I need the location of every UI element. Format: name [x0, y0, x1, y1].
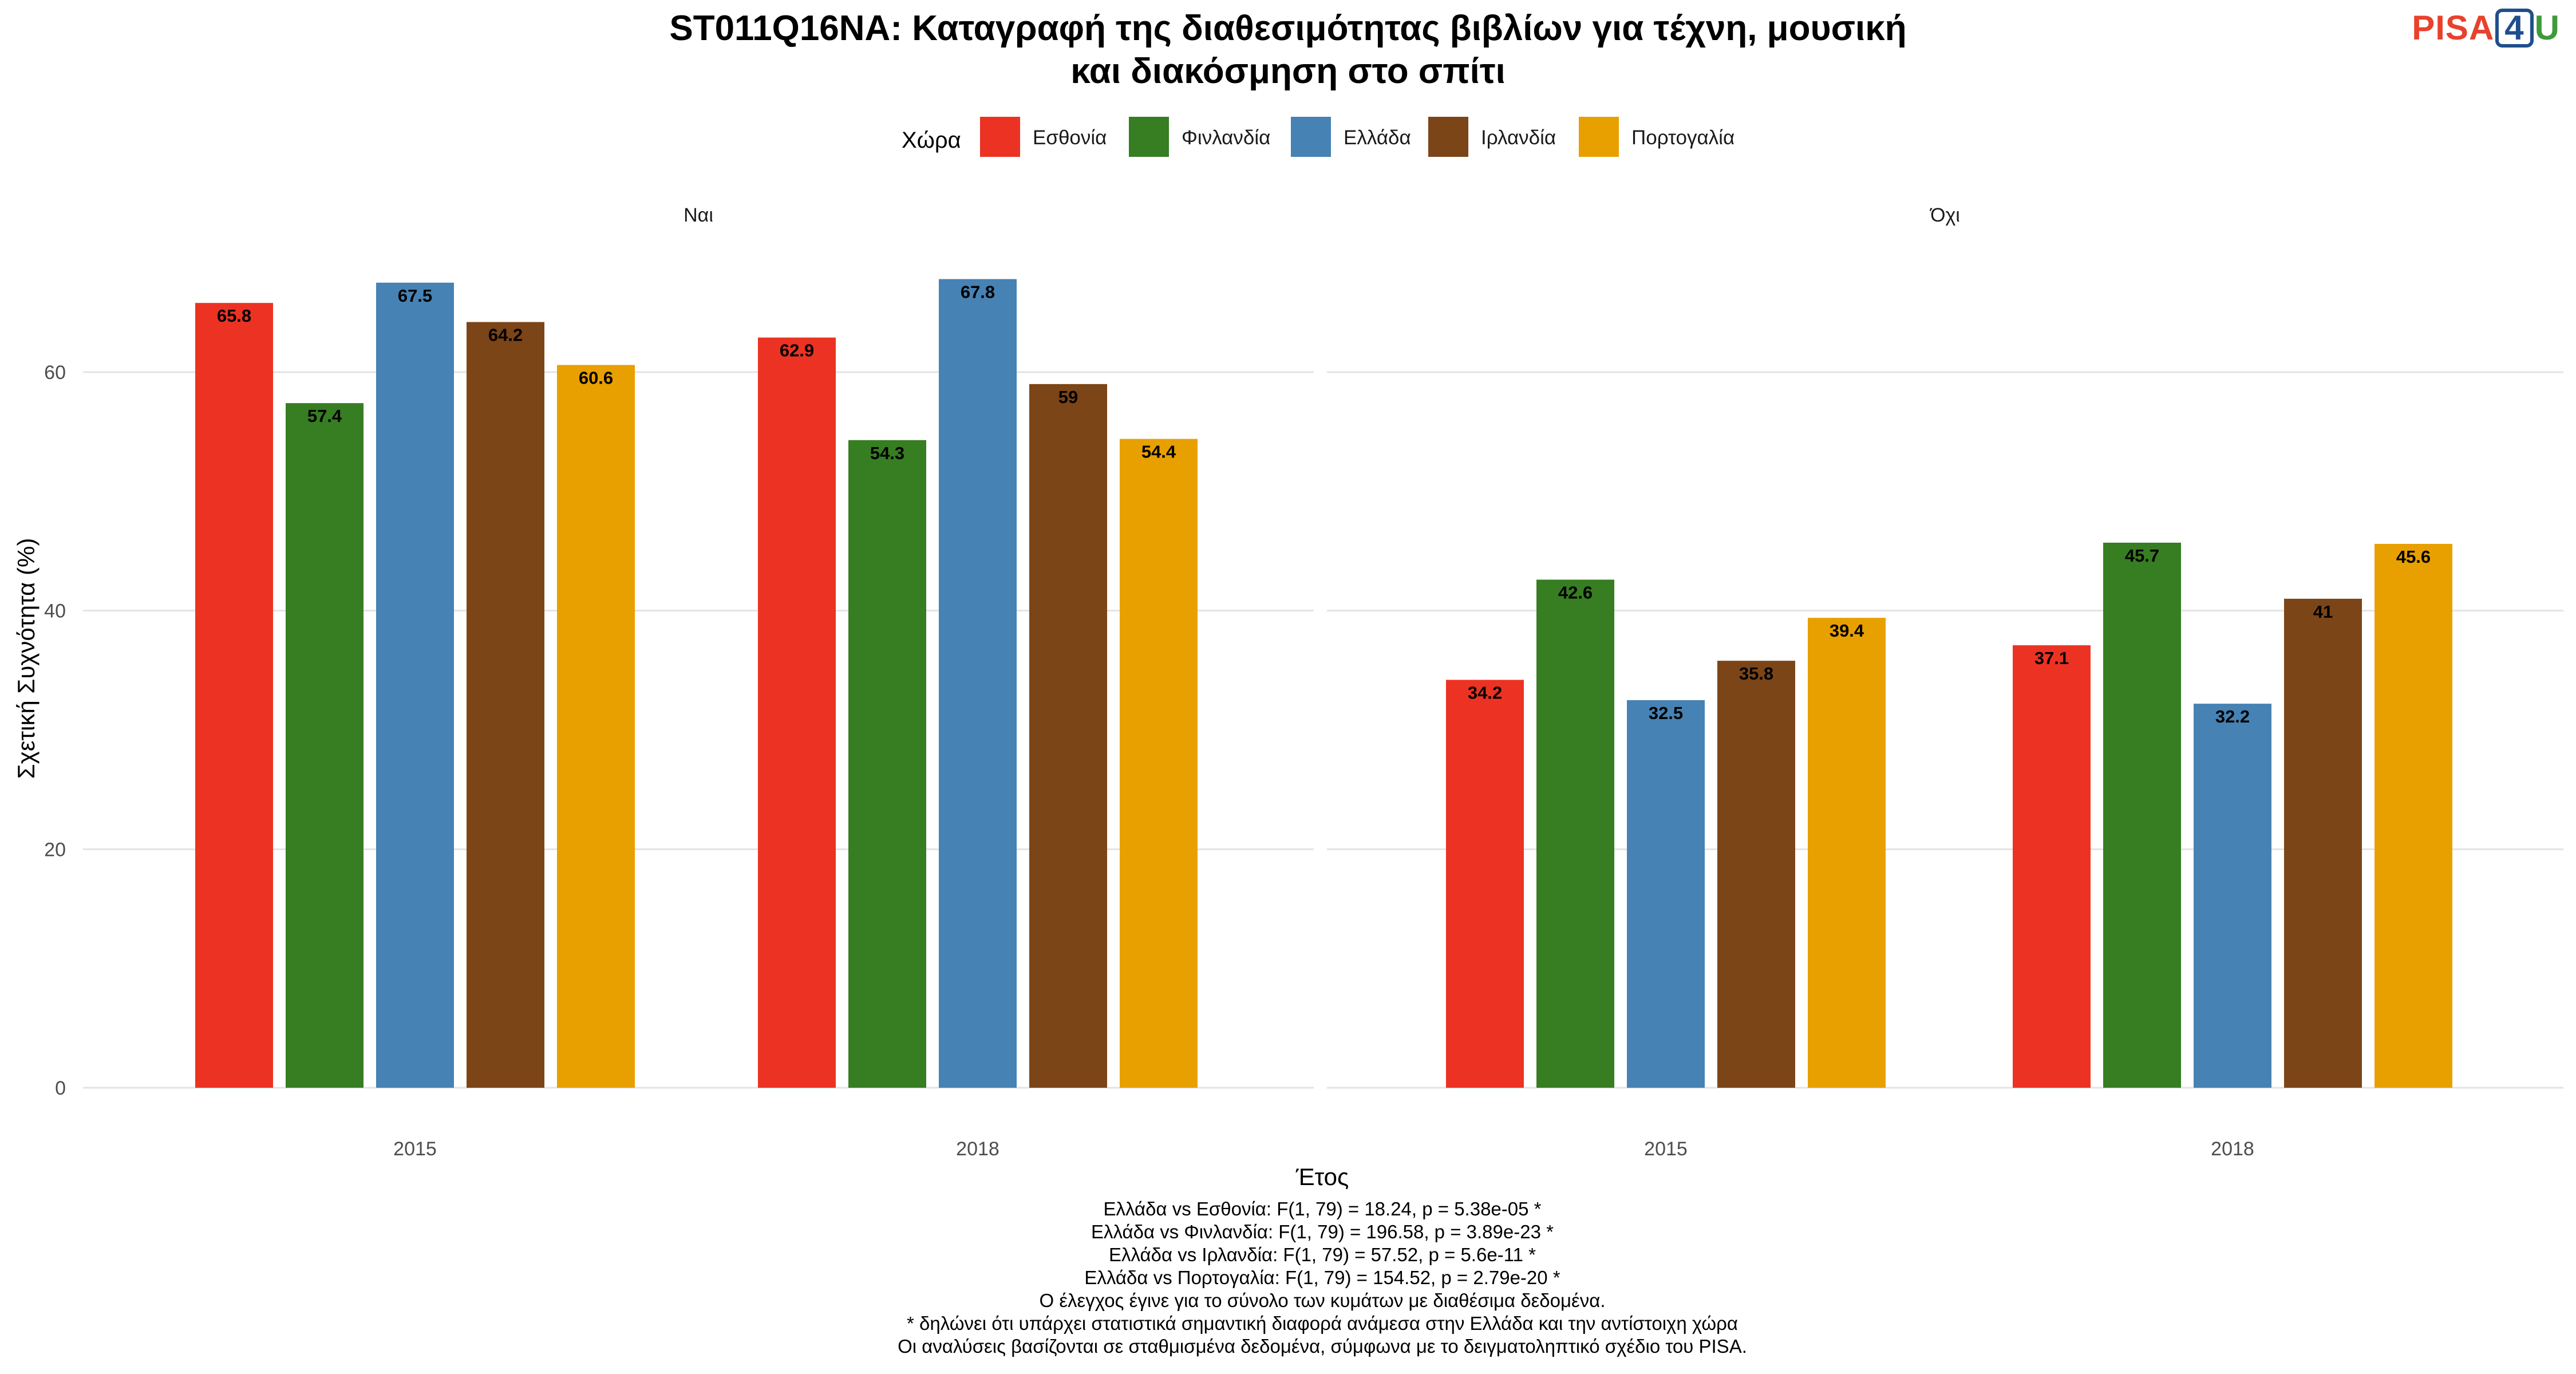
logo-text-u: U	[2534, 9, 2560, 47]
legend-label-3: Ελλάδα	[1344, 127, 1411, 149]
caption-line-6: * δηλώνει ότι υπάρχει στατιστικά σημαντι…	[907, 1313, 1738, 1334]
bar-Ναι-2015-2	[286, 403, 364, 1088]
bar-Όχι-2018-4	[2284, 598, 2362, 1088]
legend-label-1: Εσθονία	[1033, 127, 1107, 149]
data-label-Όχι-2018-4: 41	[2313, 602, 2333, 622]
legend-swatch-2	[1129, 117, 1169, 157]
caption-line-2: Ελλάδα vs Φινλανδία: F(1, 79) = 196.58, …	[1091, 1221, 1554, 1242]
x-tick-label-1-2015: 2015	[393, 1138, 437, 1160]
y-axis-label: Σχετική Συχνότητα (%)	[13, 538, 39, 779]
bar-Όχι-2018-3	[2194, 704, 2271, 1088]
data-label-Όχι-2015-2: 42.6	[1558, 583, 1593, 603]
caption-line-3: Ελλάδα vs Ιρλανδία: F(1, 79) = 57.52, p …	[1109, 1244, 1536, 1265]
legend-label-4: Ιρλανδία	[1481, 127, 1556, 149]
panel-label-2: Όχι	[1929, 204, 1960, 226]
bar-Ναι-2015-5	[557, 365, 635, 1088]
panel-label-1: Ναι	[683, 204, 713, 226]
data-label-Ναι-2015-4: 64.2	[488, 325, 523, 345]
x-tick-label-1-2018: 2018	[956, 1138, 999, 1160]
data-label-Όχι-2015-3: 32.5	[1649, 703, 1683, 723]
logo-text-4: 4	[2495, 9, 2534, 48]
data-label-Όχι-2018-2: 45.7	[2125, 546, 2159, 566]
bar-Ναι-2018-4	[1029, 384, 1107, 1088]
legend-swatch-5	[1579, 117, 1619, 157]
caption-line-7: Οι αναλύσεις βασίζονται σε σταθμισμένα δ…	[898, 1336, 1747, 1357]
caption-line-1: Ελλάδα vs Εσθονία: F(1, 79) = 18.24, p =…	[1103, 1198, 1541, 1219]
data-label-Όχι-2018-1: 37.1	[2034, 648, 2069, 668]
bar-Ναι-2015-3	[376, 282, 454, 1088]
bar-Όχι-2015-3	[1627, 700, 1705, 1088]
bar-Όχι-2018-5	[2374, 544, 2452, 1088]
bar-Όχι-2015-4	[1717, 661, 1795, 1088]
data-label-Ναι-2018-2: 54.3	[870, 443, 904, 463]
logo-text-pisa: PISA	[2412, 9, 2495, 47]
legend-title: Χώρα	[902, 128, 961, 153]
data-label-Όχι-2015-4: 35.8	[1739, 664, 1773, 684]
bar-Ναι-2018-3	[939, 279, 1017, 1088]
bar-Όχι-2015-2	[1536, 579, 1614, 1088]
y-tick-label-40: 40	[44, 601, 66, 622]
data-label-Ναι-2015-5: 60.6	[579, 368, 613, 388]
bar-Όχι-2015-1	[1446, 680, 1524, 1088]
bar-Όχι-2015-5	[1808, 618, 1886, 1088]
chart-title-line-2: και διακόσμηση στο σπίτι	[1070, 52, 1506, 91]
y-tick-label-20: 20	[44, 839, 66, 860]
legend-label-2: Φινλανδία	[1182, 127, 1270, 149]
data-label-Όχι-2015-1: 34.2	[1468, 683, 1502, 703]
x-tick-label-2-2018: 2018	[2211, 1138, 2254, 1160]
caption-line-4: Ελλάδα vs Πορτογαλία: F(1, 79) = 154.52,…	[1084, 1267, 1560, 1288]
bar-Ναι-2015-4	[467, 322, 544, 1088]
data-label-Ναι-2018-1: 62.9	[780, 341, 814, 361]
data-label-Ναι-2018-3: 67.8	[961, 282, 995, 302]
legend-swatch-1	[980, 117, 1020, 157]
data-label-Όχι-2015-5: 39.4	[1830, 621, 1864, 641]
data-label-Ναι-2015-2: 57.4	[307, 406, 342, 426]
pisa4u-logo: PISA 4 U	[2412, 8, 2560, 48]
legend-swatch-3	[1291, 117, 1331, 157]
data-label-Ναι-2015-3: 67.5	[398, 286, 432, 306]
bar-Ναι-2018-2	[848, 440, 926, 1088]
legend-label-5: Πορτογαλία	[1631, 127, 1735, 149]
data-label-Όχι-2018-5: 45.6	[2396, 547, 2431, 567]
chart-title-line-1: ST011Q16NA: Καταγραφή της διαθεσιμότητας…	[669, 9, 1906, 48]
data-label-Ναι-2018-4: 59	[1058, 387, 1078, 407]
data-label-Όχι-2018-3: 32.2	[2215, 706, 2250, 727]
y-tick-label-60: 60	[44, 362, 66, 384]
bar-Ναι-2018-5	[1120, 439, 1198, 1088]
data-label-Ναι-2018-5: 54.4	[1141, 442, 1176, 462]
bar-Ναι-2018-1	[758, 337, 836, 1088]
y-tick-label-0: 0	[55, 1077, 66, 1099]
legend-swatch-4	[1428, 117, 1468, 157]
bar-Όχι-2018-1	[2013, 645, 2091, 1088]
x-axis-label: Έτος	[1295, 1163, 1349, 1190]
data-label-Ναι-2015-1: 65.8	[217, 306, 251, 326]
x-tick-label-2-2015: 2015	[1644, 1138, 1688, 1160]
caption-line-5: Ο έλεγχος έγινε για το σύνολο των κυμάτω…	[1040, 1290, 1606, 1311]
bar-Ναι-2015-1	[195, 303, 273, 1088]
bar-Όχι-2018-2	[2103, 542, 2181, 1088]
